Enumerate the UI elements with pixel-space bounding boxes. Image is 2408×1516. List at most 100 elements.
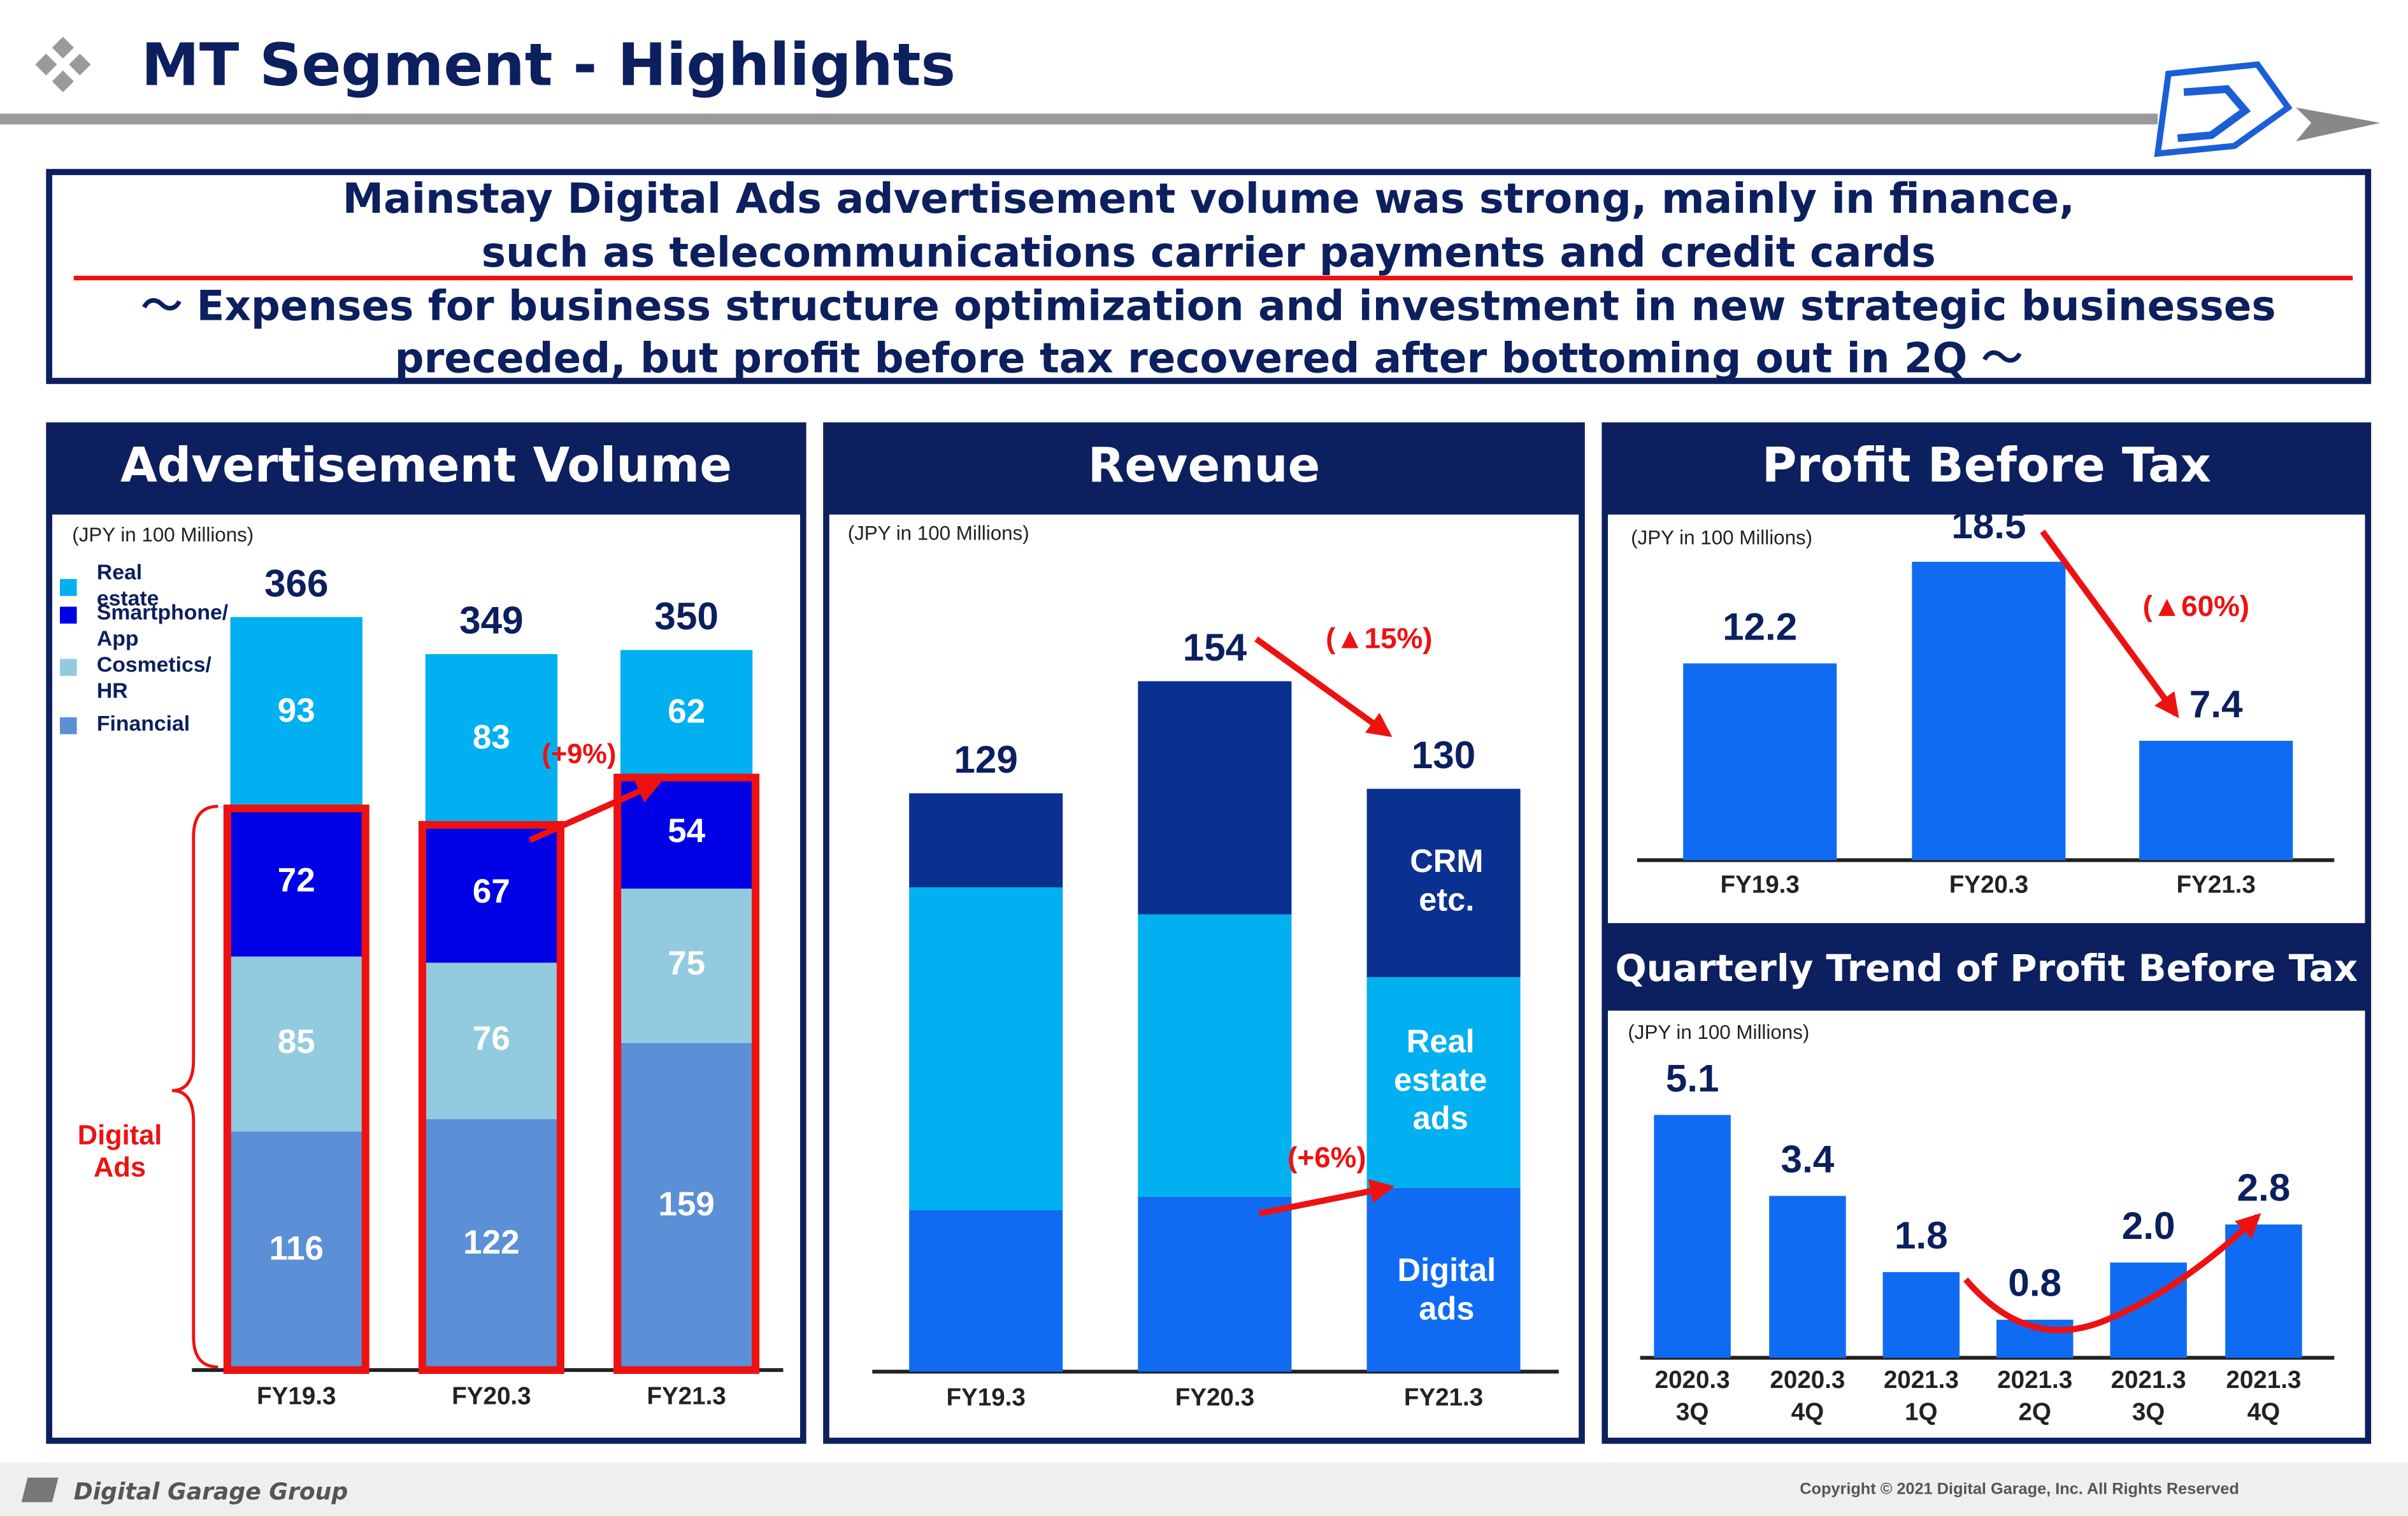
trend-arrow xyxy=(1254,636,1393,738)
value-label: 76 xyxy=(473,1020,510,1057)
panel-header xyxy=(49,425,803,515)
total-label: 130 xyxy=(1412,733,1476,776)
footer-band xyxy=(0,1462,2408,1516)
bar-segment xyxy=(230,956,362,1132)
banner-line: Mainstay Digital Ads advertisement volum… xyxy=(343,175,2075,223)
legend-label: Financial xyxy=(97,712,190,736)
legend-label: Real estate xyxy=(97,561,159,611)
value-label: 0.8 xyxy=(2008,1261,2061,1305)
bar-segment xyxy=(230,1131,362,1370)
annotation: (▲15%) xyxy=(1326,622,1432,655)
segment-label: Real estate ads xyxy=(1394,1023,1487,1136)
digital-outline xyxy=(613,773,760,1374)
x-tick-label: FY21.3 xyxy=(2176,871,2255,899)
bar-segment xyxy=(909,887,1063,1210)
footer-brand: Digital Garage Group xyxy=(74,1478,348,1505)
panel-header xyxy=(1605,425,2369,515)
legend-swatch xyxy=(60,606,77,624)
footer-copyright: Copyright © 2021 Digital Garage, Inc. Al… xyxy=(1800,1480,2239,1498)
panel-title: Advertisement Volume xyxy=(120,438,732,493)
digital-outline xyxy=(418,820,564,1374)
unit-label: (JPY in 100 Millions) xyxy=(72,524,254,546)
bar-segment xyxy=(1138,914,1292,1197)
total-label: 154 xyxy=(1183,626,1247,669)
value-label: 2.0 xyxy=(2122,1204,2175,1247)
banner-line: such as telecommunications carrier payme… xyxy=(482,229,1936,276)
value-label: 72 xyxy=(278,861,315,899)
x-tick-label: 2021.3 1Q xyxy=(1884,1366,1959,1426)
value-label: 7.4 xyxy=(2189,682,2243,726)
bar xyxy=(1912,561,2066,861)
annotation: (+9%) xyxy=(541,739,616,769)
bar-segment xyxy=(1366,789,1521,977)
bar-segment xyxy=(1138,681,1292,915)
value-label: 159 xyxy=(658,1185,714,1223)
bracket xyxy=(171,804,219,1369)
value-label: 83 xyxy=(473,719,510,756)
x-tick-label: FY21.3 xyxy=(647,1383,726,1410)
banner-line: preceded, but profit before tax recovere… xyxy=(395,335,2023,383)
value-label: 75 xyxy=(668,945,705,982)
footer-logo xyxy=(21,1477,59,1503)
bar xyxy=(1882,1272,1960,1358)
panel-title: Profit Before Tax xyxy=(1762,438,2211,493)
segment-label: CRM etc. xyxy=(1410,843,1483,917)
bar xyxy=(1769,1196,1846,1358)
annotation: (▲60%) xyxy=(2143,590,2249,622)
x-tick-label: 2020.3 3Q xyxy=(1655,1366,1730,1426)
segment-label: Digital ads xyxy=(1398,1252,1496,1327)
value-label: 62 xyxy=(668,693,705,731)
bar-segment xyxy=(909,1210,1063,1372)
bar-segment xyxy=(1366,1187,1521,1372)
value-label: 18.5 xyxy=(1951,503,2026,547)
bar-segment xyxy=(1366,976,1521,1188)
unit-label: (JPY in 100 Millions) xyxy=(1628,1021,1809,1043)
unit-label: (JPY in 100 Millions) xyxy=(848,522,1029,544)
total-label: 350 xyxy=(654,594,719,638)
value-label: 3.4 xyxy=(1781,1137,1835,1180)
bar-segment xyxy=(425,654,558,825)
x-tick-label: FY21.3 xyxy=(1404,1384,1483,1412)
panel-title: Quarterly Trend of Profit Before Tax xyxy=(1615,947,2358,990)
bar xyxy=(1683,663,1837,861)
value-label: 122 xyxy=(463,1224,519,1261)
value-label: 54 xyxy=(668,812,705,850)
x-tick-label: 2020.3 4Q xyxy=(1770,1366,1845,1426)
bar-segment xyxy=(425,1119,558,1370)
x-tick-label: FY20.3 xyxy=(1175,1384,1254,1412)
total-label: 349 xyxy=(459,599,524,642)
panel-header xyxy=(826,425,1582,515)
x-tick-label: 2021.3 4Q xyxy=(2226,1366,2301,1426)
banner-line: ～ Expenses for business structure optimi… xyxy=(141,283,2276,331)
value-label: 2.8 xyxy=(2237,1166,2291,1209)
x-tick-label: FY19.3 xyxy=(257,1383,336,1410)
trend-arrow xyxy=(2040,529,2179,719)
value-label: 12.2 xyxy=(1723,604,1797,648)
panel-title: Revenue xyxy=(1088,438,1321,493)
legend-swatch xyxy=(60,717,77,734)
bar-segment xyxy=(620,889,753,1043)
bar-segment xyxy=(1138,1196,1292,1372)
bar-segment xyxy=(620,650,753,778)
bar-segment xyxy=(230,808,362,957)
x-tick-label: FY20.3 xyxy=(452,1383,531,1410)
legend-swatch xyxy=(60,579,77,596)
x-tick-label: 2021.3 3Q xyxy=(2111,1366,2186,1426)
annotation: Digital Ads xyxy=(78,1120,162,1183)
bar-segment xyxy=(425,824,558,963)
page-title: MT Segment - Highlights xyxy=(141,31,956,99)
x-tick-label: FY19.3 xyxy=(947,1384,1026,1412)
legend-label: Smartphone/App xyxy=(97,600,229,650)
bar-segment xyxy=(620,1043,753,1370)
unit-label: (JPY in 100 Millions) xyxy=(1631,527,1812,549)
x-tick-label: 2021.3 2Q xyxy=(1997,1366,2072,1426)
title-rule xyxy=(0,113,2158,125)
value-label: 1.8 xyxy=(1895,1213,1948,1257)
bar xyxy=(2225,1224,2302,1358)
legend-swatch xyxy=(60,659,77,676)
annotation: (+6%) xyxy=(1287,1141,1366,1174)
value-label: 67 xyxy=(473,873,510,910)
trend-arrow xyxy=(1963,1213,2261,1333)
total-label: 366 xyxy=(264,561,329,604)
